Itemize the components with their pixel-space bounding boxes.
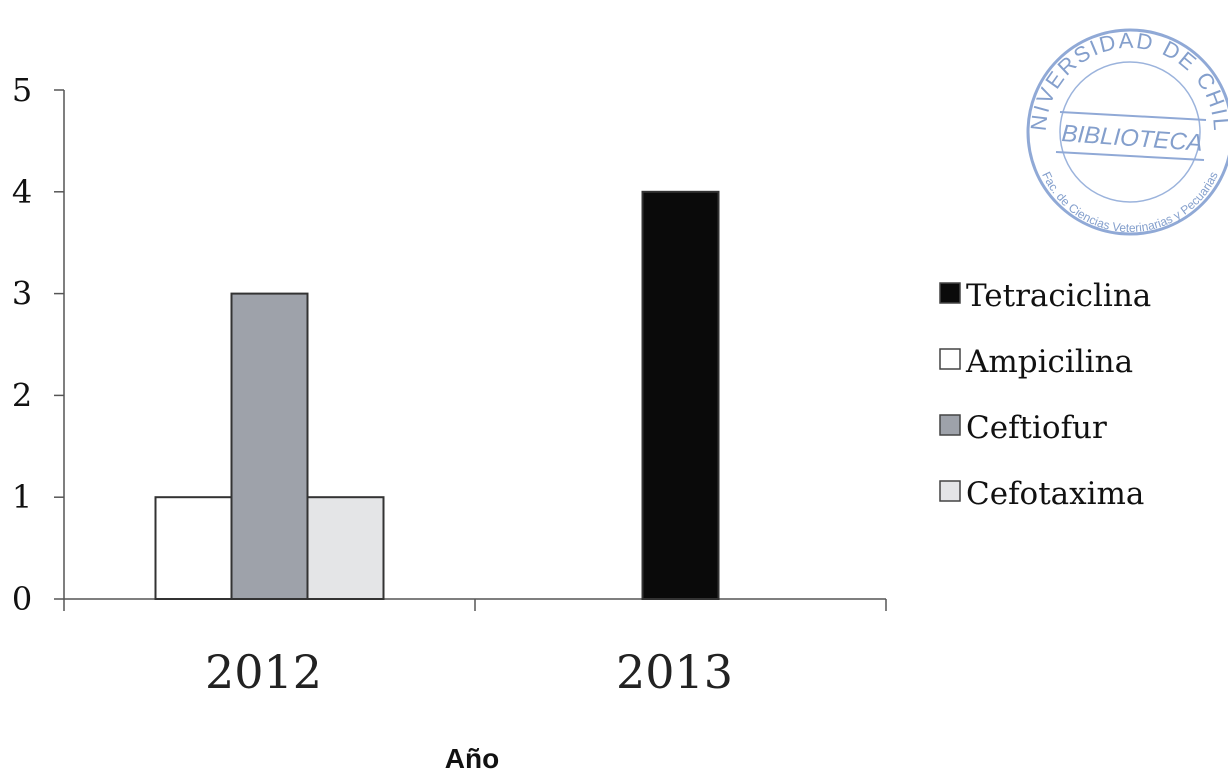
y-tick-label: 4 [12, 173, 32, 211]
legend-label-ampicilina: Ampicilina [965, 344, 1133, 380]
x-category-label: 2013 [616, 645, 733, 699]
legend-label-tetraciclina: Tetraciclina [966, 278, 1151, 314]
y-tick-label: 5 [12, 71, 32, 109]
legend-swatch-ceftiofur [939, 414, 961, 436]
x-category-label: 2012 [205, 645, 322, 699]
legend-swatch-cefotaxima [939, 480, 961, 502]
legend-label-ceftiofur: Ceftiofur [966, 410, 1107, 446]
bar-cefotaxima-2012 [306, 496, 385, 601]
y-tick-label: 0 [12, 580, 32, 618]
legend-swatch-ampicilina [939, 348, 961, 370]
svg-text:BIBLIOTECA: BIBLIOTECA [1061, 120, 1204, 157]
legend-swatch-tetraciclina [939, 282, 961, 304]
y-ticks: 0 1 2 3 4 5 [12, 71, 64, 618]
x-axis-title: Año [445, 743, 499, 774]
category-labels: 2012 2013 [205, 645, 733, 699]
svg-text:UNIVERSIDAD DE CHILE: UNIVERSIDAD DE CHILE [0, 0, 1228, 133]
bar-ampicilina-2012 [154, 496, 233, 601]
y-tick-label: 2 [12, 376, 32, 414]
y-tick-label: 3 [12, 275, 32, 313]
x-ticks [63, 599, 887, 611]
bar-ceftiofur-2012 [230, 292, 309, 600]
bar-tetraciclina-2013 [641, 190, 720, 601]
legend-label-cefotaxima: Cefotaxima [966, 476, 1144, 512]
legend: Tetraciclina Ampicilina Ceftiofur Cefotaxim… [939, 278, 1151, 512]
bars [154, 190, 720, 601]
library-stamp: UNIVERSIDAD DE CHILE BIBLIOTECA Fac. de … [0, 0, 1228, 236]
y-tick-label: 1 [12, 478, 32, 516]
